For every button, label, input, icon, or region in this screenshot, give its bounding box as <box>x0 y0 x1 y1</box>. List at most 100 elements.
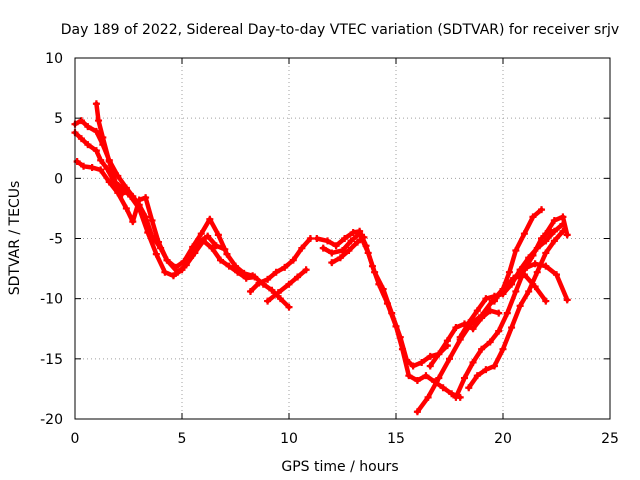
y-tick-label: 10 <box>45 51 63 67</box>
data-point <box>214 231 222 239</box>
data-point <box>448 390 456 398</box>
data-point <box>223 250 231 258</box>
data-point <box>142 194 150 202</box>
data-point <box>105 178 113 186</box>
data-point <box>542 297 550 305</box>
data-point <box>127 192 135 200</box>
data-point <box>452 393 460 401</box>
data-point <box>319 244 327 252</box>
y-tick-label: -10 <box>40 292 63 308</box>
series-arc-g <box>314 229 463 400</box>
data-point <box>371 268 379 276</box>
data-point <box>92 147 100 155</box>
y-tick-label: 5 <box>54 111 63 127</box>
x-tick-label: 10 <box>280 431 298 447</box>
data-point <box>538 235 546 242</box>
data-point <box>364 249 372 257</box>
data-point <box>503 309 511 317</box>
data-point <box>77 135 85 143</box>
data-point <box>356 230 364 238</box>
y-tick-label: -5 <box>49 232 63 248</box>
x-tick-label: 15 <box>387 431 405 447</box>
data-point <box>379 285 387 293</box>
data-point <box>298 244 306 252</box>
data-point <box>152 250 160 258</box>
x-tick-label: 20 <box>494 431 512 447</box>
data-point <box>469 325 477 333</box>
data-point <box>349 228 357 236</box>
data-point <box>264 297 272 305</box>
data-point <box>302 266 310 274</box>
data-point <box>255 279 263 287</box>
data-point <box>313 235 321 242</box>
data-point <box>99 133 107 141</box>
data-point <box>97 166 105 174</box>
data-point <box>161 268 169 276</box>
data-point <box>84 123 92 131</box>
grid-lines <box>75 58 610 419</box>
data-point <box>533 268 541 276</box>
x-tick-label: 25 <box>601 431 619 447</box>
data-point <box>135 196 143 204</box>
data-point <box>249 272 257 280</box>
data-point <box>473 372 481 380</box>
data-point <box>388 309 396 317</box>
data-point <box>148 216 156 224</box>
data-point <box>212 242 220 250</box>
data-point <box>525 287 533 295</box>
data-point <box>88 164 96 172</box>
data-point <box>112 179 120 187</box>
data-point <box>225 262 233 270</box>
x-axis-label: GPS time / hours <box>281 459 398 475</box>
data-point <box>499 285 507 293</box>
data-point <box>122 204 130 212</box>
data-point <box>92 127 100 135</box>
data-point <box>144 228 152 236</box>
y-axis-label: SDTVAR / TECUs <box>7 181 23 296</box>
data-point <box>272 268 280 276</box>
data-point <box>508 280 516 288</box>
data-point <box>553 271 560 279</box>
data-point <box>264 275 272 283</box>
x-tick-label: 5 <box>178 431 187 447</box>
data-point <box>446 355 453 363</box>
data-point <box>405 372 413 380</box>
series-arc-h <box>320 231 450 369</box>
data-point <box>452 324 460 332</box>
data-point <box>542 262 550 270</box>
data-point <box>465 384 473 392</box>
data-point <box>550 237 558 245</box>
data-point <box>418 358 426 366</box>
data-point <box>563 231 571 239</box>
data-point <box>460 374 468 382</box>
data-point <box>439 384 447 392</box>
data-point <box>95 117 103 125</box>
data-point <box>206 215 214 223</box>
data-point <box>409 362 417 370</box>
data-point <box>339 247 346 255</box>
data-point <box>274 289 282 297</box>
data-point <box>495 327 503 335</box>
data-point <box>281 263 289 271</box>
data-point <box>163 256 171 264</box>
data-point <box>469 358 477 366</box>
data-point <box>563 296 571 304</box>
data-point <box>482 366 490 374</box>
data-point <box>328 259 336 267</box>
x-tick-label: 0 <box>71 431 80 447</box>
data-point <box>559 213 567 221</box>
data-point <box>276 295 284 303</box>
data-point <box>550 227 558 235</box>
data-point <box>525 254 533 262</box>
data-point <box>505 268 513 276</box>
data-point <box>197 230 205 238</box>
data-point <box>289 256 297 264</box>
data-point <box>97 156 105 164</box>
data-point <box>118 190 126 198</box>
data-point <box>490 297 498 305</box>
data-point <box>531 260 539 268</box>
data-point <box>336 254 344 262</box>
data-point <box>542 230 550 238</box>
data-point <box>520 230 528 238</box>
data-point <box>456 333 464 341</box>
